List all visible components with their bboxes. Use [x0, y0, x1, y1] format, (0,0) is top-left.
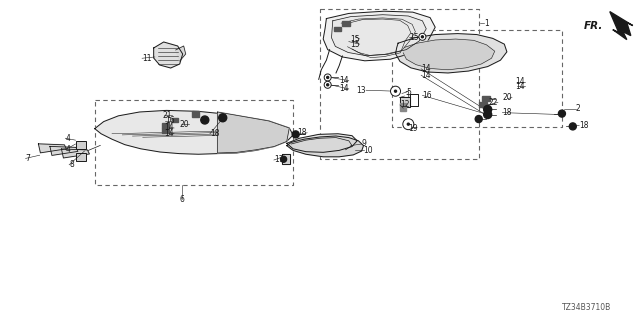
Circle shape — [484, 110, 492, 118]
Bar — [342, 20, 349, 26]
Text: 3: 3 — [404, 92, 410, 100]
Text: 5: 5 — [406, 88, 412, 97]
Text: 2: 2 — [576, 104, 580, 113]
Text: 13: 13 — [356, 86, 366, 95]
Text: 17: 17 — [274, 156, 284, 164]
Polygon shape — [287, 136, 364, 157]
Polygon shape — [287, 134, 357, 152]
Circle shape — [407, 123, 410, 125]
Text: 7: 7 — [26, 154, 31, 163]
Text: 14: 14 — [515, 77, 525, 86]
Bar — [162, 128, 168, 133]
Text: 10: 10 — [364, 146, 373, 155]
Polygon shape — [38, 144, 67, 153]
Polygon shape — [400, 97, 410, 107]
Circle shape — [326, 84, 329, 86]
Circle shape — [324, 74, 331, 81]
Text: 18: 18 — [502, 108, 512, 117]
Circle shape — [476, 116, 482, 123]
Text: 14: 14 — [421, 71, 431, 80]
Circle shape — [324, 81, 331, 88]
Circle shape — [219, 114, 227, 122]
Circle shape — [419, 33, 426, 40]
Text: 14: 14 — [421, 64, 431, 73]
Text: 14: 14 — [164, 129, 174, 138]
Text: 18: 18 — [579, 121, 589, 130]
Bar — [479, 101, 487, 107]
Circle shape — [484, 105, 492, 113]
Polygon shape — [403, 39, 495, 70]
Circle shape — [390, 86, 401, 96]
Bar — [483, 96, 490, 101]
Text: 20: 20 — [179, 120, 189, 129]
Text: 15: 15 — [350, 40, 360, 49]
Circle shape — [403, 119, 414, 130]
Circle shape — [570, 123, 576, 130]
Text: 14: 14 — [339, 76, 349, 85]
Polygon shape — [50, 147, 78, 156]
Text: 14: 14 — [515, 82, 525, 91]
Polygon shape — [400, 103, 406, 111]
Text: 1: 1 — [484, 19, 489, 28]
Polygon shape — [610, 12, 633, 40]
Text: 4: 4 — [65, 145, 70, 154]
Polygon shape — [282, 154, 290, 164]
Bar — [172, 118, 179, 122]
Bar — [192, 111, 198, 116]
Bar — [76, 141, 86, 149]
Text: 16: 16 — [422, 91, 432, 100]
Text: 15: 15 — [350, 35, 360, 44]
Text: 12: 12 — [400, 100, 410, 109]
Text: 4: 4 — [65, 134, 70, 143]
Text: 14: 14 — [164, 124, 174, 132]
Polygon shape — [323, 11, 435, 61]
Circle shape — [201, 116, 209, 124]
Polygon shape — [218, 112, 289, 153]
Text: 6: 6 — [180, 195, 185, 204]
Circle shape — [394, 90, 397, 92]
Text: 14: 14 — [339, 84, 349, 93]
Text: 22: 22 — [488, 98, 498, 107]
Circle shape — [280, 156, 287, 162]
Text: 19: 19 — [408, 124, 418, 133]
Text: 9: 9 — [362, 140, 367, 148]
Circle shape — [559, 110, 565, 117]
Polygon shape — [154, 42, 182, 68]
Text: 15: 15 — [410, 33, 419, 42]
Text: TZ34B3710B: TZ34B3710B — [562, 303, 611, 312]
Text: 20: 20 — [502, 93, 512, 102]
Polygon shape — [95, 110, 293, 154]
Polygon shape — [61, 149, 90, 158]
Circle shape — [421, 36, 424, 38]
Circle shape — [326, 76, 329, 78]
Text: 21: 21 — [162, 111, 172, 120]
Text: FR.: FR. — [584, 20, 603, 31]
Circle shape — [292, 131, 299, 138]
Text: 16: 16 — [165, 116, 175, 125]
Bar — [335, 28, 341, 31]
Bar — [162, 123, 168, 128]
Polygon shape — [332, 15, 426, 56]
Text: 18: 18 — [298, 128, 307, 137]
Text: 8: 8 — [69, 160, 74, 169]
Text: 18: 18 — [210, 129, 220, 138]
Text: 11: 11 — [142, 54, 152, 63]
Bar — [76, 153, 86, 161]
Polygon shape — [175, 46, 186, 61]
Polygon shape — [396, 34, 507, 73]
